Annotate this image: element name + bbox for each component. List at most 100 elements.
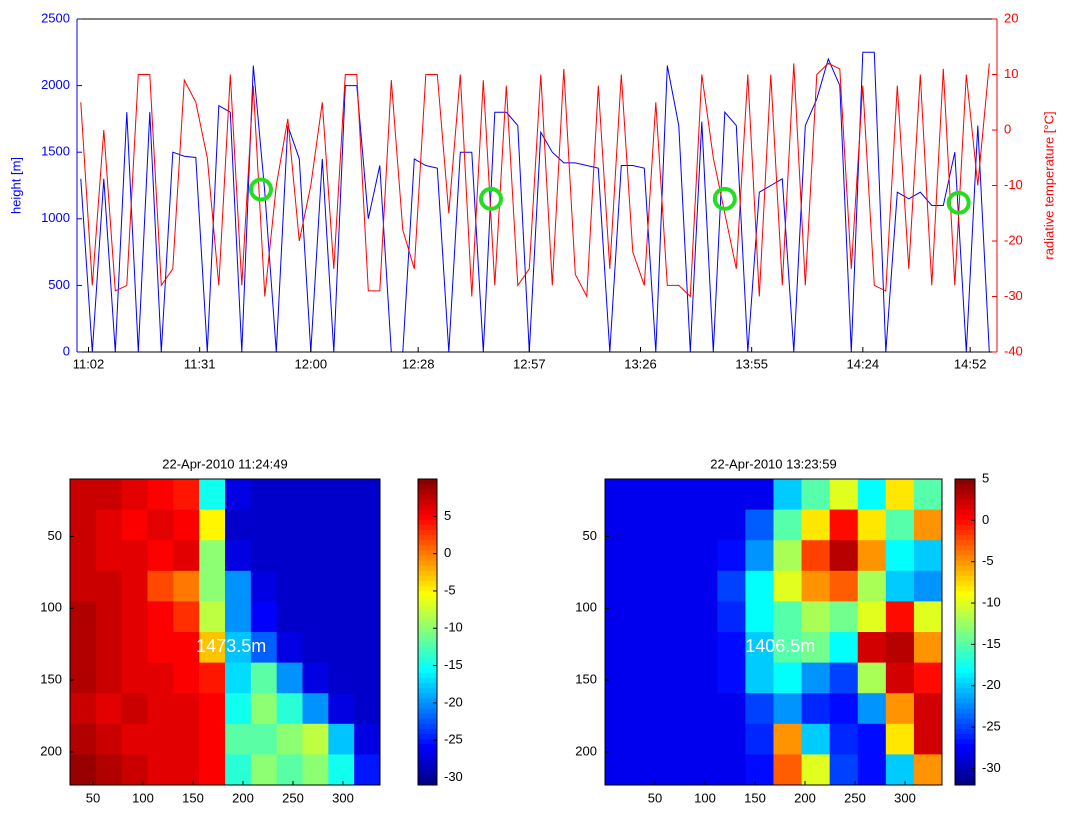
- heatmap-cell: [605, 479, 634, 511]
- heatmap-cell: [121, 570, 148, 602]
- heatmap-cell: [661, 723, 690, 755]
- heatmap-cell: [745, 570, 774, 602]
- x-tick-label: 250: [282, 790, 304, 805]
- heatmap-cell: [885, 662, 915, 694]
- marker-circle: [712, 186, 737, 211]
- heatmap-cell: [302, 479, 329, 511]
- heatmap-cell: [829, 662, 859, 694]
- heatmap-cell: [745, 601, 774, 633]
- colorbar-swatch: [955, 708, 975, 715]
- colorbar-swatch: [418, 514, 437, 521]
- heatmap-cell: [354, 723, 381, 755]
- heatmap-cell: [605, 723, 634, 755]
- colorbar-swatch: [955, 734, 975, 740]
- heatmap-cell: [801, 662, 831, 694]
- colorbar-swatch: [418, 713, 437, 720]
- heatmap-cell: [354, 601, 381, 633]
- colorbar-swatch: [955, 586, 975, 592]
- colorbar-tick-label: -5: [444, 582, 456, 597]
- heatmap-cell: [745, 723, 774, 755]
- heatmap-cell: [717, 632, 746, 664]
- heatmap-cell: [225, 662, 252, 694]
- y-tick-label: 0: [63, 343, 70, 358]
- colorbar-swatch: [955, 769, 975, 776]
- heatmap-cell: [661, 570, 690, 602]
- heatmap-cell: [857, 723, 887, 755]
- heatmap-cell: [354, 693, 381, 725]
- heatmap-cell: [173, 540, 200, 572]
- colorbar-swatch: [955, 647, 975, 653]
- y-tick-label: 2000: [41, 77, 70, 92]
- heatmap-cell: [633, 723, 662, 755]
- colorbar-swatch: [955, 504, 975, 511]
- heatmap-cell: [276, 693, 303, 725]
- colorbar-swatch: [418, 555, 437, 562]
- colorbar-swatch: [955, 759, 975, 766]
- heatmap-cell: [801, 479, 831, 511]
- heatmap-cell: [199, 479, 226, 511]
- heatmap-cell: [328, 723, 355, 755]
- colorbar-swatch: [418, 647, 437, 653]
- colorbar-swatch: [955, 596, 975, 602]
- heatmap-cell: [302, 570, 329, 602]
- heatmap-cell: [633, 632, 662, 664]
- heatmap-cell: [225, 723, 252, 755]
- heatmap-cell: [173, 754, 200, 786]
- heatmap-cell: [661, 601, 690, 633]
- colorbar-tick-label: -5: [982, 553, 994, 568]
- colorbar-swatch: [955, 509, 975, 516]
- heatmap-cell: [147, 479, 174, 511]
- heatmap-cell: [95, 479, 123, 511]
- colorbar-swatch: [418, 581, 437, 587]
- colorbar-swatch: [418, 484, 437, 490]
- colorbar-frame: [954, 478, 976, 786]
- heatmap-cell: [276, 662, 303, 694]
- x-tick-label: 14:52: [954, 356, 987, 371]
- colorbar-tick-label: -25: [444, 732, 463, 747]
- heatmap-cell: [173, 693, 200, 725]
- colorbar-swatch: [955, 683, 975, 689]
- heatmap-cell: [885, 632, 915, 664]
- heatmap-cell: [354, 662, 381, 694]
- heatmap-cell: [885, 570, 915, 602]
- colorbar-swatch: [955, 591, 975, 597]
- heatmap-cell: [829, 479, 859, 511]
- heatmap-cell: [147, 693, 174, 725]
- colorbar-swatch: [955, 779, 975, 786]
- heatmap-cell: [717, 693, 746, 725]
- colorbar-swatch: [418, 672, 437, 679]
- colorbar-swatch: [418, 749, 437, 755]
- heatmap-cell: [605, 662, 634, 694]
- heatmap-cell: [173, 509, 200, 541]
- colorbar-swatch: [418, 708, 437, 715]
- heatmap-cell: [95, 570, 123, 602]
- heatmap-cell: [147, 754, 174, 786]
- heatmap-cell: [857, 570, 887, 602]
- colorbar-swatch: [955, 570, 975, 577]
- heatmap-cell: [605, 693, 634, 725]
- heatmap-cell: [633, 693, 662, 725]
- y-tick-label: 100: [40, 600, 62, 615]
- x-tick-label: 100: [132, 790, 154, 805]
- heatmap-cell: [70, 509, 97, 541]
- heatmap-cell: [885, 693, 915, 725]
- heatmap-cell: [913, 693, 943, 725]
- heatmap-cell: [199, 662, 226, 694]
- heatmap-cell: [745, 693, 774, 725]
- colorbar-tick-label: -30: [444, 769, 463, 784]
- heatmap-cell: [913, 570, 943, 602]
- heatmap-cell: [276, 479, 303, 511]
- heatmap-cell: [913, 754, 943, 786]
- heatmap-cell: [605, 540, 634, 572]
- colorbar-tick-label: 5: [982, 470, 989, 485]
- colorbar-swatch: [418, 739, 437, 745]
- heatmap-cell: [885, 754, 915, 786]
- colorbar-swatch: [418, 616, 437, 623]
- colorbar-swatch: [418, 489, 437, 495]
- heatmap-cell: [328, 754, 355, 786]
- y2-tick-label: -10: [1004, 177, 1023, 192]
- colorbar-swatch: [418, 621, 437, 628]
- heatmap-cell: [328, 540, 355, 572]
- y2-tick-label: -30: [1004, 288, 1023, 303]
- colorbar-swatch: [418, 519, 437, 526]
